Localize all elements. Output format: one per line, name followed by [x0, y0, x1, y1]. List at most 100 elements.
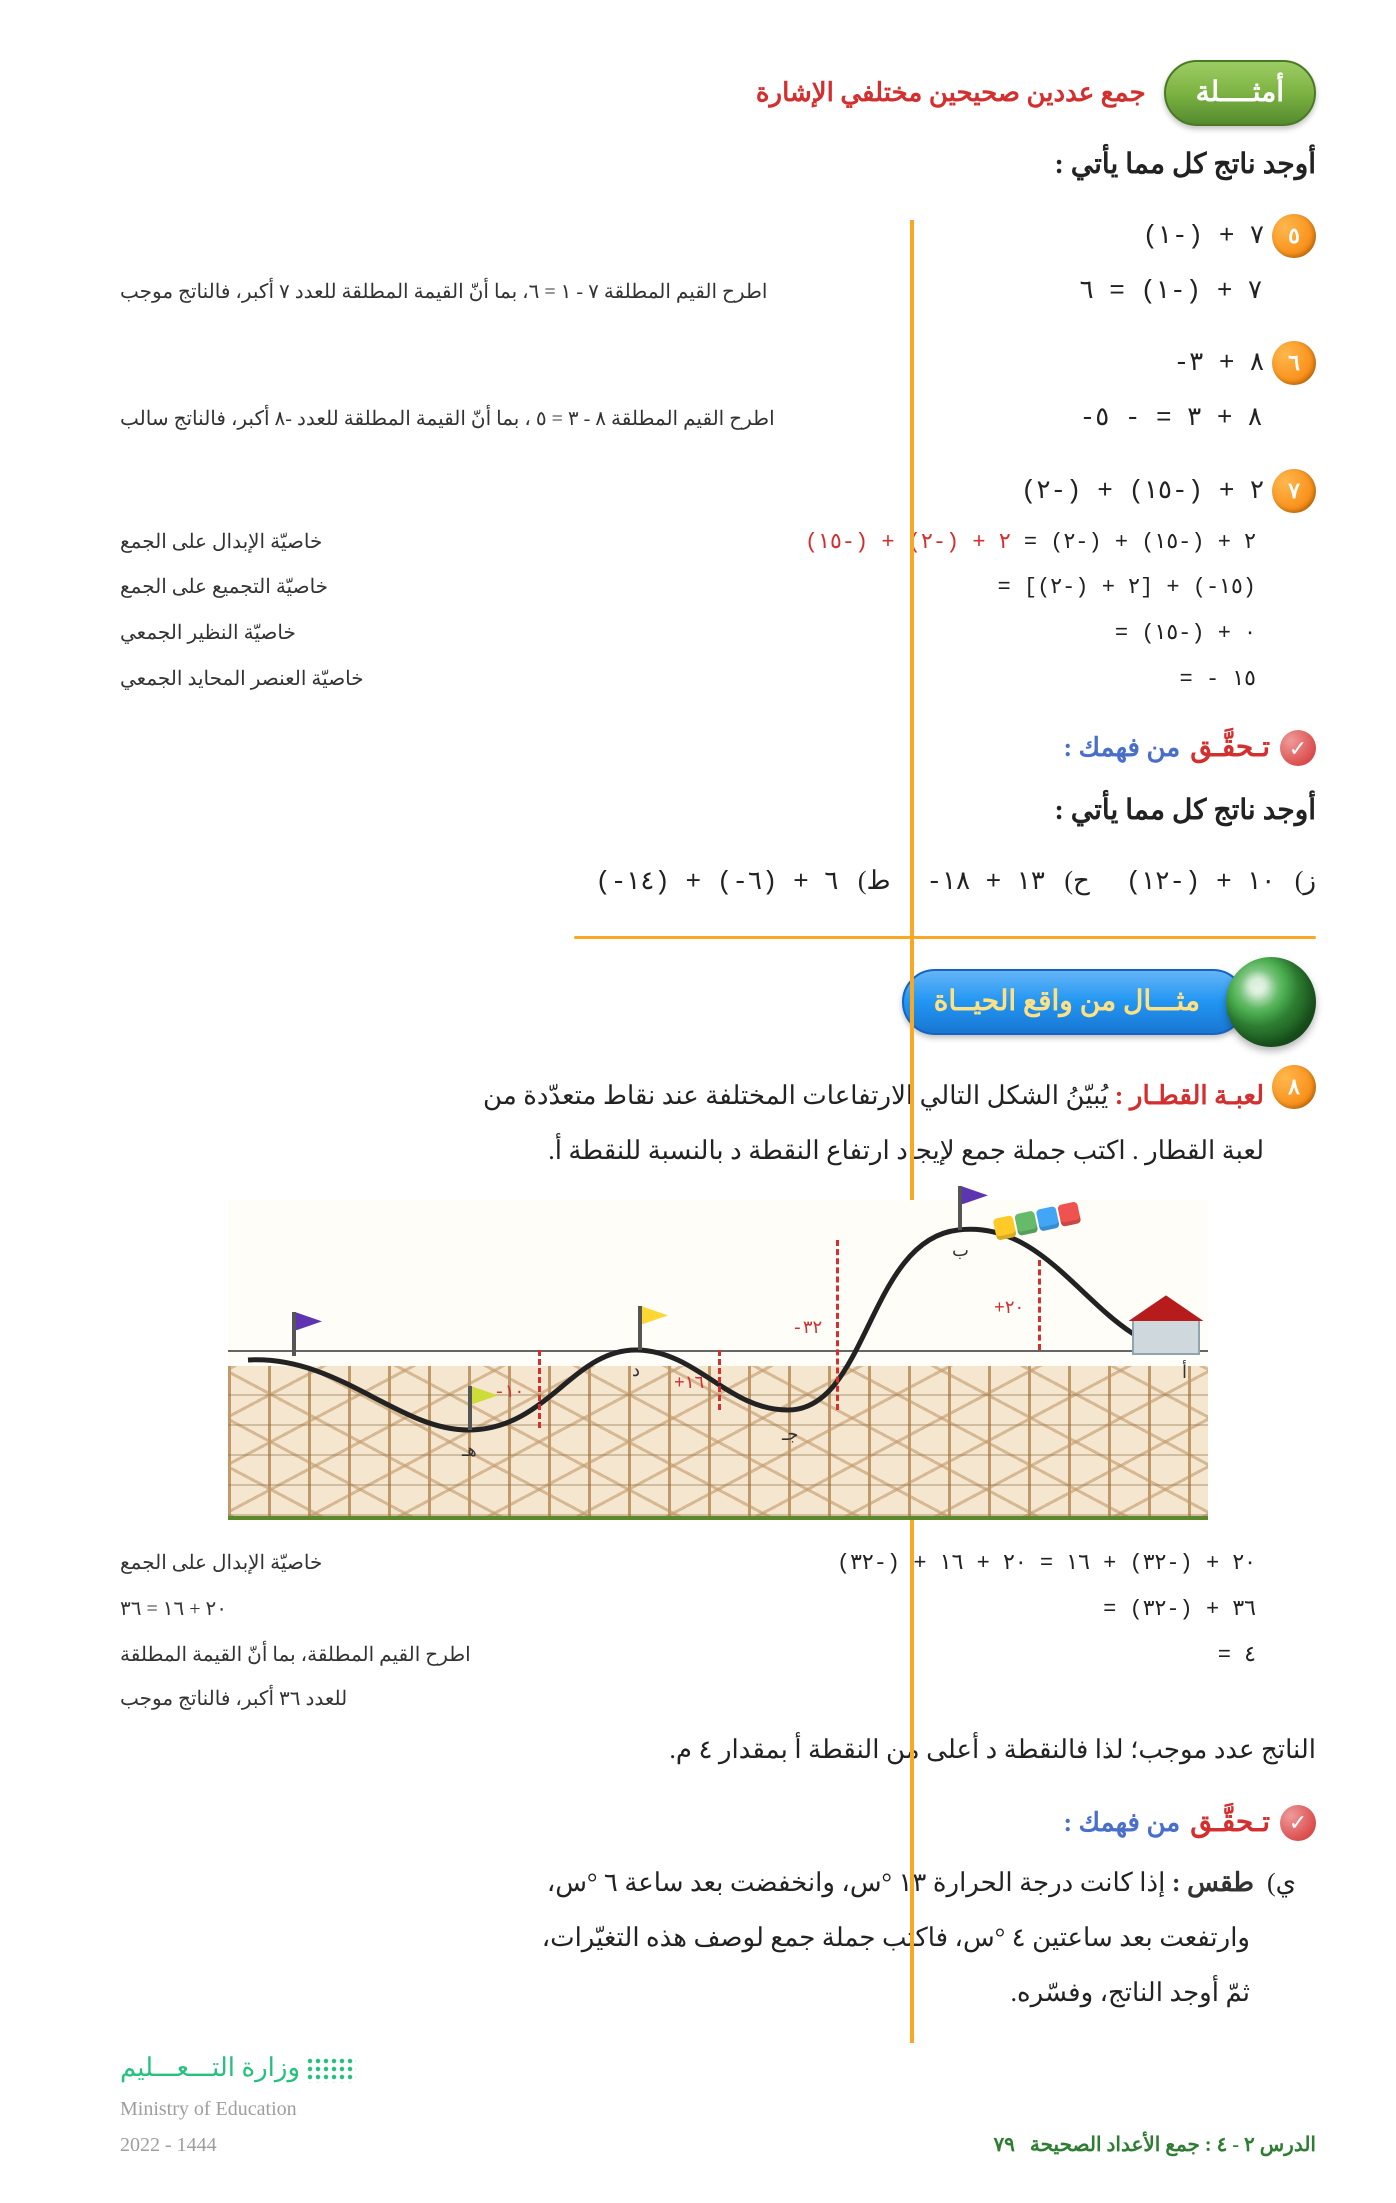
practice-item: ز) ١٠ + (-١٢) [1126, 858, 1316, 906]
ex7-step-row: = [٢ + (-٢)] + (-١٥)خاصيّة التجميع على ا… [120, 568, 1256, 608]
practice-item: ح) -١٣ + ١٨ [927, 858, 1090, 906]
ex7-step-reason: خاصيّة العنصر المحايد الجمعي [120, 661, 364, 697]
lesson-ref: الدرس ٢ - ٤ : جمع الأعداد الصحيحة [1030, 2134, 1316, 2156]
flag-icon [958, 1186, 962, 1230]
check-2-title-a: تـحقَّـق [1190, 1798, 1270, 1848]
coaster-car [993, 1215, 1017, 1241]
ex8-step-expr: = ٣٦ + (-٣٢) [776, 1590, 1256, 1630]
delta-label: -١٠ [494, 1377, 524, 1409]
ex7-step-expr: = - ١٥ [776, 660, 1256, 700]
check-2-title-b: من فهمك : [1063, 1800, 1180, 1847]
lead-1: أوجد ناتج كل مما يأتي : [120, 140, 1316, 190]
moe-ar: وزارة التـــعـــليم [120, 2045, 356, 2092]
practice-1: ز) ١٠ + (-١٢) ح) -١٣ + ١٨ ط) (-١٤) + (-٦) … [120, 858, 1316, 906]
practice1-lead: أوجد ناتج كل مما يأتي : [120, 786, 1316, 836]
ex8-step-reason: خاصيّة الإبدال على الجمع [120, 1545, 322, 1581]
ex7-num: ٧ [1272, 469, 1316, 513]
ex7-step-expr: = ٠ + (-١٥) [776, 614, 1256, 654]
ex8-step-row: ٢٠ + (-٣٢) + ١٦ = ٢٠ + ١٦ + (-٣٢) خاصيّة … [120, 1544, 1256, 1584]
ex5-expr: ٧ + (-١) [1142, 213, 1264, 260]
accent-side-line [910, 220, 914, 2043]
delta-line [1038, 1260, 1041, 1350]
track-point-label: د [632, 1354, 640, 1386]
check-icon-2: ✓ [1280, 1805, 1316, 1841]
ex6-num: ٦ [1272, 341, 1316, 385]
practice-2: ي) طقس : إذا كانت درجة الحرارة ١٣ °س، وا… [120, 1860, 1316, 2016]
ex5-line: ٥ ٧ + (-١) [120, 213, 1316, 260]
ex8-conclusion: الناتج عدد موجب؛ لذا فالنقطة د أعلى من ا… [120, 1727, 1316, 1774]
coaster-figure: +٢٠-٣٢+١٦-١٠أبجـدهـ [228, 1200, 1208, 1520]
flag-icon [468, 1386, 472, 1430]
delta-line [538, 1350, 541, 1428]
ex8-reason-tail-row: للعدد ٣٦ أكبر، فالناتج موجب [120, 1681, 1316, 1717]
ex7-step-expr: ٢ + (-١٥) + (-٢) = ٢ + (-٢) + (-١٥) [776, 523, 1256, 563]
ministry-block: وزارة التـــعـــليم Ministry of Educatio… [120, 2045, 356, 2164]
ex6-result: -٨ + ٣ = - ٥ [1080, 395, 1316, 442]
ex8-num: ٨ [1272, 1065, 1316, 1109]
ex8-title: لعبـة القطـار : [1115, 1081, 1264, 1110]
ex6-note-text: اطرح القيم المطلقة ٨ - ٣ = ٥ ، بما أنّ ا… [120, 401, 775, 437]
practice2-t1: إذا كانت درجة الحرارة ١٣ °س، وانخفضت بعد… [547, 1868, 1166, 1897]
moe-year: 2022 - 1444 [120, 2134, 217, 2156]
ex8-head: ٨ لعبـة القطـار : يُبيّنُ الشكل التالي ا… [120, 1065, 1316, 1183]
ex5-note: ٧ + (-١) = ٦ اطرح القيم المطلقة ٧ - ١ = … [120, 268, 1316, 315]
ex5-num: ٥ [1272, 214, 1316, 258]
ex7-step-reason: خاصيّة النظير الجمعي [120, 615, 296, 651]
globe-icon [1226, 957, 1316, 1047]
ex8-para1: لعبـة القطـار : يُبيّنُ الشكل التالي الا… [120, 1073, 1264, 1120]
ex6-note: -٨ + ٣ = - ٥ اطرح القيم المطلقة ٨ - ٣ = … [120, 395, 1316, 442]
check-1-title-a: تـحقَّـق [1190, 723, 1270, 773]
ex8-step-expr: = ٤ [776, 1636, 1256, 1676]
ex7-line: ٧ ٢ + (-١٥) + (-٢) [120, 468, 1316, 515]
practice2-t2: وارتفعت بعد ساعتين ٤ °س، فاكتب جملة جمع … [120, 1915, 1296, 1962]
ex6-line: ٦ -٨ + ٣ [120, 340, 1316, 387]
separator-line [574, 936, 1316, 939]
delta-label: +٢٠ [994, 1293, 1024, 1325]
ex7-step-row: = ٠ + (-١٥) خاصيّة النظير الجمعي [120, 614, 1256, 654]
practice2-t3: ثمّ أوجد الناتج، وفسّره. [120, 1970, 1296, 2017]
practice-item: ط) (-١٤) + (-٦) + ٦ [595, 858, 890, 906]
check-2-head: ✓ تـحقَّـق من فهمك : [120, 1798, 1316, 1848]
ex8-step-row: = ٣٦ + (-٣٢)٢٠ + ١٦ = ٣٦ [120, 1590, 1256, 1630]
ex6-expr: -٨ + ٣ [1174, 340, 1264, 387]
station-icon [1132, 1295, 1200, 1355]
ex8-text1: يُبيّنُ الشكل التالي الارتفاعات المختلفة… [483, 1081, 1108, 1110]
ex5-note-text: اطرح القيم المطلقة ٧ - ١ = ٦، بما أنّ ال… [120, 274, 767, 310]
track-point-label: جـ [782, 1418, 798, 1450]
ex7-step-row: ٢ + (-١٥) + (-٢) = ٢ + (-٢) + (-١٥)خاصيّ… [120, 523, 1256, 563]
real-life-header: مثـــال من واقع الحيــاة [120, 957, 1316, 1047]
examples-title: جمع عددين صحيحين مختلفي الإشارة [756, 70, 1146, 117]
ex8-reason-tail: للعدد ٣٦ أكبر، فالناتج موجب [120, 1681, 347, 1717]
ex8-step-row: = ٤ اطرح القيم المطلقة، بما أنّ القيمة ال… [120, 1636, 1256, 1676]
flag-icon [292, 1312, 296, 1356]
ex7-step-row: = - ١٥ خاصيّة العنصر المحايد الجمعي [120, 660, 1256, 700]
check-1-title-b: من فهمك : [1063, 725, 1180, 772]
moe-en: Ministry of Education [120, 2098, 297, 2120]
lesson-ref-wrap: الدرس ٢ - ٤ : جمع الأعداد الصحيحة ٧٩ [993, 2127, 1316, 2163]
ex8-step-expr: ٢٠ + (-٣٢) + ١٦ = ٢٠ + ١٦ + (-٣٢) [776, 1544, 1256, 1584]
practice2-line1: ي) طقس : إذا كانت درجة الحرارة ١٣ °س، وا… [120, 1860, 1296, 1907]
delta-label: +١٦ [674, 1368, 704, 1400]
track-point-label: ب [952, 1234, 969, 1266]
coaster-car [1036, 1206, 1060, 1232]
coaster-car [1057, 1202, 1081, 1228]
ex7-steps: ٢ + (-١٥) + (-٢) = ٢ + (-٢) + (-١٥) خاصيّ… [120, 523, 1316, 699]
examples-header: أمثــــلة جمع عددين صحيحين مختلفي الإشار… [120, 60, 1316, 126]
delta-line [718, 1350, 721, 1410]
ex8-step-reason: اطرح القيم المطلقة، بما أنّ القيمة المطل… [120, 1637, 471, 1673]
ex8-steps: ٢٠ + (-٣٢) + ١٦ = ٢٠ + ١٦ + (-٣٢) خاصيّة … [120, 1544, 1316, 1675]
ex7-expr: ٢ + (-١٥) + (-٢) [1021, 468, 1264, 515]
coaster-car [1014, 1211, 1038, 1237]
ex5-result: ٧ + (-١) = ٦ [1080, 268, 1316, 315]
delta-line [836, 1240, 839, 1410]
ex8-text2: لعبة القطار . اكتب جملة جمع لإيجاد ارتفا… [120, 1128, 1264, 1175]
track-point-label: أ [1182, 1356, 1187, 1388]
check-icon: ✓ [1280, 730, 1316, 766]
real-life-pill: مثـــال من واقع الحيــاة [902, 969, 1246, 1035]
flag-icon [638, 1306, 642, 1350]
delta-label: -٣٢ [792, 1313, 822, 1345]
check-1-head: ✓ تـحقَّـق من فهمك : [120, 723, 1316, 773]
page-number: ٧٩ [993, 2134, 1014, 2156]
ex7-step-reason: خاصيّة التجميع على الجمع [120, 569, 328, 605]
examples-pill: أمثــــلة [1164, 60, 1316, 126]
